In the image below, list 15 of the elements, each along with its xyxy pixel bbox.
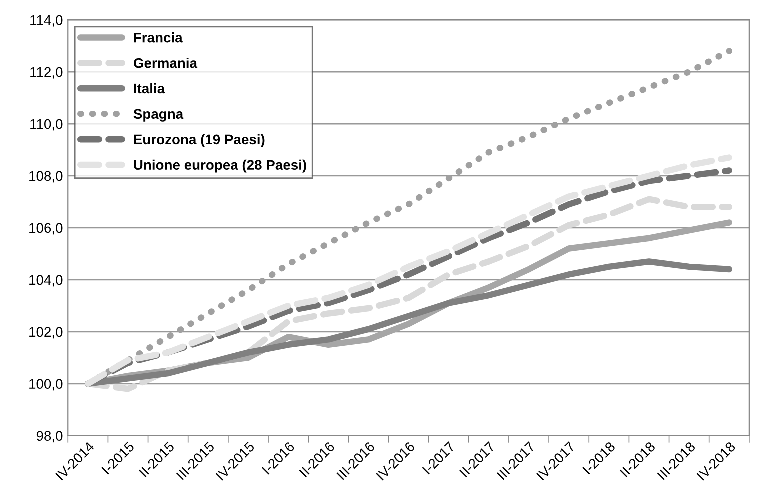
y-tick-label: 102,0 [30,327,63,339]
y-tick-label: 110,0 [30,119,63,131]
legend-label: Italia [134,83,166,94]
legend-label: Francia [134,32,183,43]
legend-label: Eurozona (19 Paesi) [134,134,265,148]
y-tick-label: 98,0 [36,431,63,443]
y-tick-label: 108,0 [30,171,63,183]
legend-label: Germania [134,58,198,68]
legend-label: Spagna [134,109,184,122]
y-tick-label: 112,0 [30,67,63,79]
y-tick-label: 100,0 [30,379,63,391]
y-tick-label: 106,0 [30,223,63,235]
y-tick-label: 104,0 [30,275,63,287]
legend-label: Unione europea (28 Paesi) [134,160,306,173]
y-tick-label: 114,0 [30,15,63,27]
